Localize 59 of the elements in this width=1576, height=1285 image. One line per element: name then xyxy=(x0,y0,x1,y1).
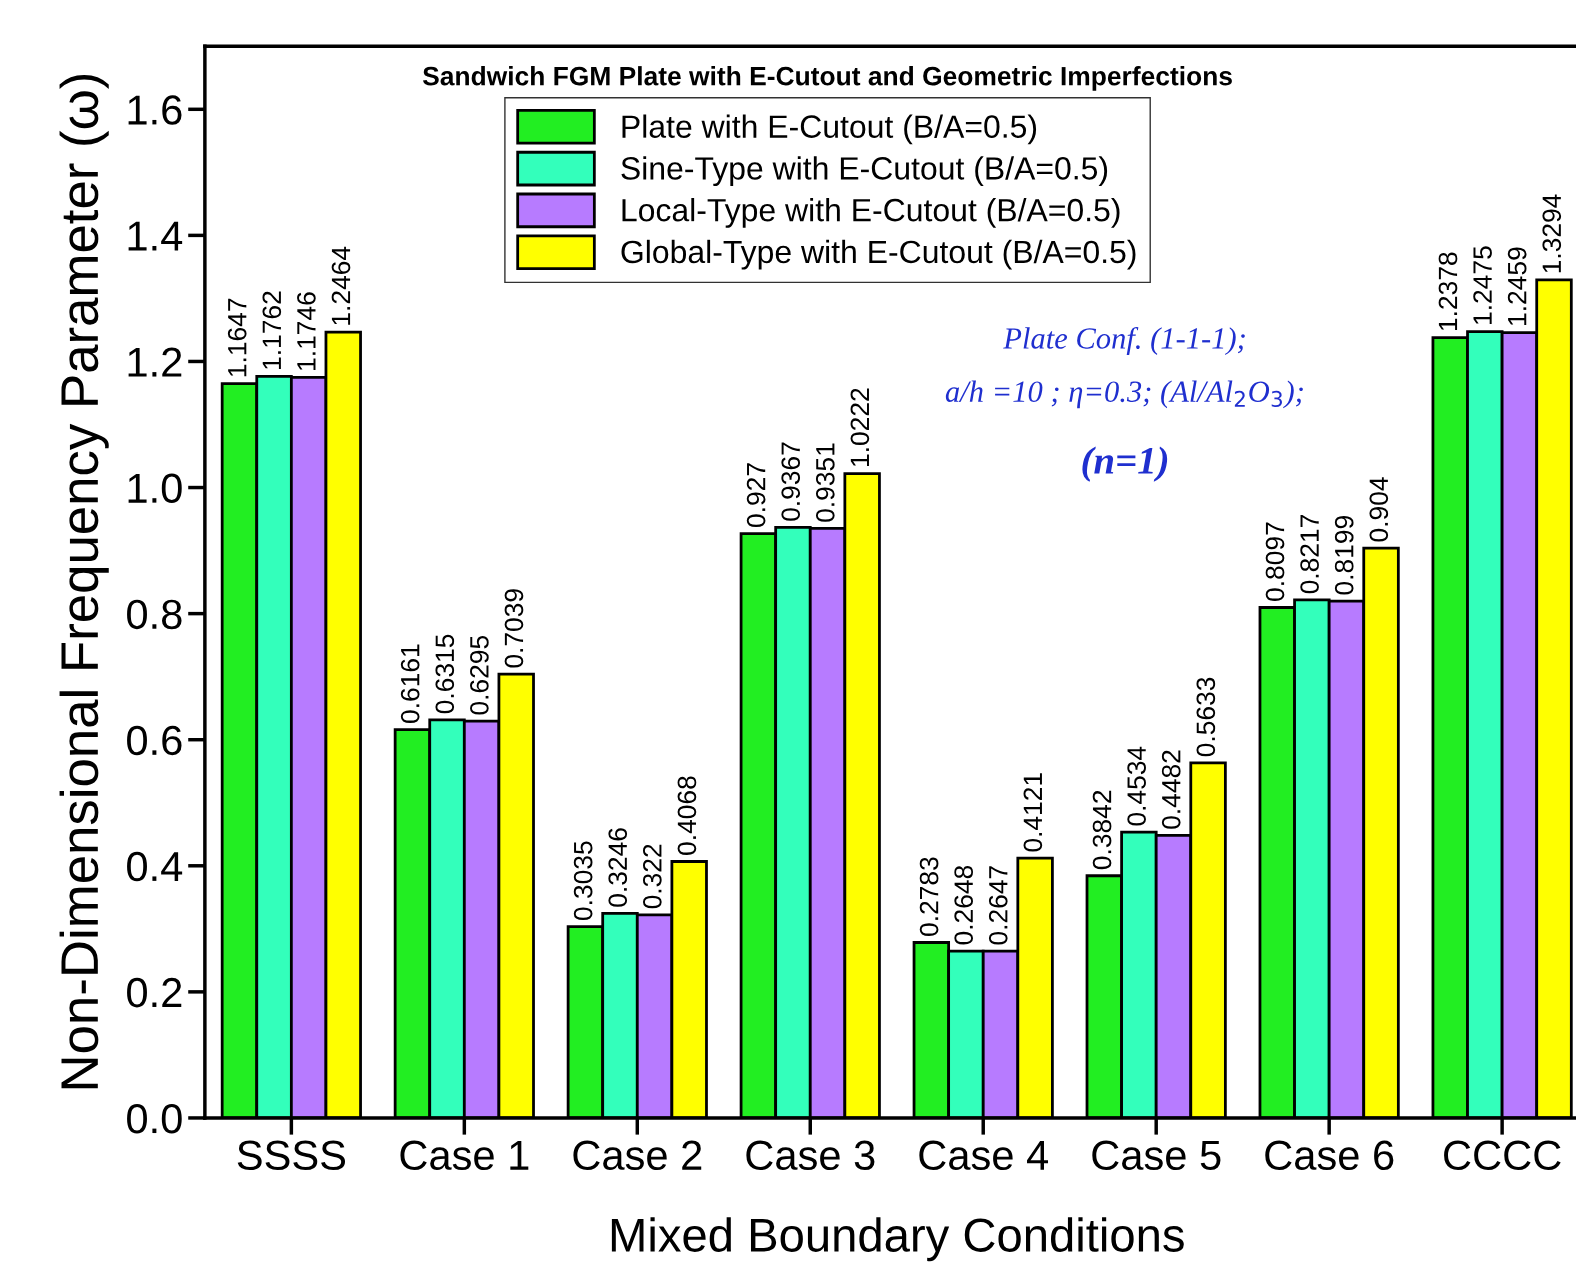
legend-label: Plate with E-Cutout (B/A=0.5) xyxy=(622,114,1037,145)
data-label: 0.4482 xyxy=(1161,750,1181,829)
y-axis-title: Non-Dimensional Frequency Parameter (ω) xyxy=(59,74,109,1089)
data-label: 0.9367 xyxy=(781,442,801,521)
data-label: 1.2475 xyxy=(1473,246,1492,324)
data-label: 0.6295 xyxy=(470,635,489,715)
data-label: 0.904 xyxy=(1369,477,1389,542)
legend-label: Global-Type with E-Cutout (B/A=0.5) xyxy=(621,239,1136,270)
data-label: 0.3035 xyxy=(573,841,593,921)
x-tick-label: Case 2 xyxy=(573,1140,702,1171)
data-label: 0.3842 xyxy=(1092,790,1112,870)
y-tick-label: 0.8 xyxy=(127,599,182,630)
data-label: 1.2378 xyxy=(1438,252,1458,331)
data-label: 0.4534 xyxy=(1127,746,1146,826)
data-label: 0.7039 xyxy=(504,589,524,668)
annotation: a/h =10 ; η=0.3; (Al/Al$_{2}$O$_{3}$); xyxy=(945,380,1303,409)
data-label: 0.4121 xyxy=(1023,773,1043,852)
data-label: 0.2648 xyxy=(954,865,974,945)
y-tick-label: 0.4 xyxy=(127,851,183,882)
legend-label: Sine-Type with E-Cutout (B/A=0.5) xyxy=(621,156,1108,187)
data-label: 0.3246 xyxy=(608,828,628,907)
y-tick-label: 0.0 xyxy=(127,1103,182,1134)
data-label: 0.322 xyxy=(642,844,662,909)
x-tick-label: Case 5 xyxy=(1092,1140,1221,1171)
data-label: 1.1746 xyxy=(297,292,316,370)
x-tick-label: Case 6 xyxy=(1265,1140,1394,1171)
data-label: 0.8199 xyxy=(1334,516,1354,595)
data-label: 1.1762 xyxy=(262,291,282,369)
data-label: 0.2647 xyxy=(988,866,1008,945)
data-label: 0.6315 xyxy=(435,634,455,714)
annotation: Plate Conf. (1-1-1); xyxy=(1003,326,1245,355)
y-tick-label: 1.6 xyxy=(128,95,182,125)
data-label: 1.0222 xyxy=(850,388,870,466)
text: Sandwich FGM Plate with E-Cutout and Geometric Imperfections xyxy=(422,66,1232,91)
data-label: 1.2464 xyxy=(331,246,351,325)
legend-label: Local-Type with E-Cutout (B/A=0.5) xyxy=(622,198,1120,228)
x-axis-title: Mixed Boundary Conditions xyxy=(611,1217,1184,1262)
x-tick-label: SSSS xyxy=(237,1140,346,1171)
y-tick-label: 1.2 xyxy=(128,347,182,377)
y-tick-label: 1.0 xyxy=(128,473,182,504)
y-tick-label: 0.2 xyxy=(127,977,182,1008)
x-tick-label: Case 4 xyxy=(919,1140,1049,1171)
data-label: 1.3294 xyxy=(1542,194,1562,273)
data-label: 0.5633 xyxy=(1196,677,1216,757)
data-label: 0.927 xyxy=(746,463,766,527)
data-label: 0.4068 xyxy=(677,776,697,855)
data-label: 0.8097 xyxy=(1265,522,1285,601)
data-label: 0.9351 xyxy=(815,443,835,522)
data-label: 1.1647 xyxy=(227,298,247,377)
data-label: 1.2459 xyxy=(1507,247,1527,325)
data-label: 0.2783 xyxy=(919,857,939,936)
y-tick-label: 0.6 xyxy=(127,725,182,756)
x-tick-label: Case 3 xyxy=(746,1140,875,1171)
x-tick-label: CCCC xyxy=(1444,1140,1561,1171)
data-label: 0.8217 xyxy=(1300,515,1319,594)
data-label: 0.6161 xyxy=(400,644,420,723)
annotation: (n=1) xyxy=(1082,446,1168,482)
y-tick-label: 1.4 xyxy=(128,221,183,251)
x-tick-label: Case 1 xyxy=(400,1140,529,1171)
